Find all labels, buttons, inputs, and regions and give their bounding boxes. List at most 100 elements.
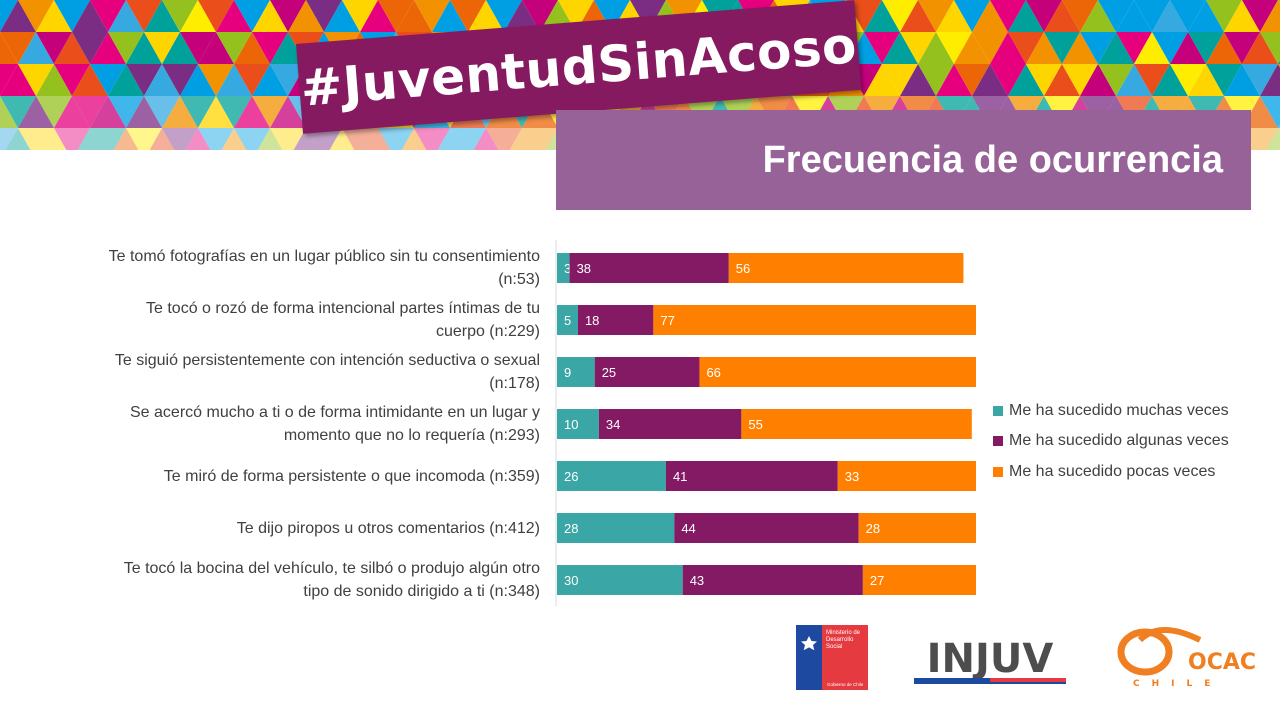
banner-triangle xyxy=(450,128,486,150)
ministerio-line-1: Ministerio de xyxy=(826,630,861,636)
ministerio-logo: Ministerio de Desarrollo Social Gobierno… xyxy=(796,625,868,690)
bar-segment xyxy=(653,305,976,335)
banner-triangle xyxy=(18,64,54,96)
banner-triangle xyxy=(1170,0,1206,32)
banner-triangle xyxy=(144,32,180,64)
banner-triangle xyxy=(0,0,36,32)
banner-triangle xyxy=(270,96,306,128)
banner-triangle xyxy=(1260,0,1280,32)
banner-triangle xyxy=(990,32,1026,64)
banner-triangle xyxy=(306,128,342,150)
data-label: 28 xyxy=(866,521,880,536)
legend-item: Me ha sucedido pocas veces xyxy=(993,462,1215,482)
banner-triangle xyxy=(468,0,504,32)
banner-triangle xyxy=(882,32,918,64)
banner-triangle xyxy=(185,128,211,150)
bar-segment xyxy=(569,253,729,283)
banner-triangle xyxy=(1152,64,1188,96)
banner-triangle xyxy=(918,32,954,64)
banner-triangle xyxy=(342,0,378,32)
banner-triangle xyxy=(234,32,270,64)
legend-swatch xyxy=(993,467,1003,477)
banner-triangle xyxy=(360,0,396,32)
banner-triangle xyxy=(342,128,378,150)
banner-triangle xyxy=(126,0,162,32)
bar-segment xyxy=(674,513,859,543)
banner-triangle xyxy=(1026,0,1062,32)
ministerio-line-3: Social xyxy=(826,644,842,650)
banner-triangle xyxy=(41,128,67,150)
banner-triangle xyxy=(270,128,306,150)
category-label: Te tocó o rozó de forma intencional part… xyxy=(146,300,540,340)
banner-triangle xyxy=(1134,0,1170,32)
banner-triangle xyxy=(270,64,306,96)
banner-triangle xyxy=(216,0,252,32)
legend-swatch xyxy=(993,406,1003,416)
banner-triangle xyxy=(594,0,630,32)
banner-triangle xyxy=(473,128,499,150)
banner-triangle xyxy=(936,32,972,64)
banner-triangle xyxy=(126,32,162,64)
banner-triangle xyxy=(162,128,198,150)
banner-triangle xyxy=(1134,32,1170,64)
bar-segment xyxy=(557,305,578,335)
banner-triangle xyxy=(1242,0,1278,32)
banner-triangle xyxy=(288,0,324,32)
banner-triangle xyxy=(365,128,391,150)
bar-segment xyxy=(598,409,742,439)
data-label: 44 xyxy=(681,521,695,536)
bar-segment xyxy=(862,565,976,595)
banner-triangle xyxy=(198,64,234,96)
banner-triangle xyxy=(162,96,198,128)
banner-triangle xyxy=(486,128,522,150)
category-label: Te siguió persistentemente con intención… xyxy=(114,352,540,392)
banner-triangle xyxy=(198,32,234,64)
injuv-logo: INJUV xyxy=(914,636,1066,684)
banner-triangle xyxy=(234,96,270,128)
banner-triangle xyxy=(234,64,270,96)
banner-triangle xyxy=(1152,32,1188,64)
banner-triangle xyxy=(1026,64,1062,96)
banner-triangle xyxy=(216,96,252,128)
banner-triangle xyxy=(432,0,468,32)
banner-triangle xyxy=(293,128,319,150)
banner-triangle xyxy=(954,32,990,64)
data-label: 25 xyxy=(602,365,616,380)
bar-segment xyxy=(577,305,654,335)
category-label: Se acercó mucho a ti o de forma intimida… xyxy=(130,404,540,444)
banner-triangle xyxy=(990,0,1026,32)
banner-triangle xyxy=(144,64,180,96)
banner-triangle xyxy=(270,0,306,32)
banner-triangle xyxy=(1188,32,1224,64)
banner-triangle xyxy=(162,0,198,32)
banner-triangle xyxy=(54,64,90,96)
banner-triangle xyxy=(126,128,162,150)
banner-triangle xyxy=(1260,96,1280,128)
banner-triangle xyxy=(954,0,990,32)
banner-triangle xyxy=(324,0,360,32)
page-subtitle: Frecuencia de ocurrencia xyxy=(762,139,1223,181)
banner-triangle xyxy=(378,0,414,32)
data-label: 34 xyxy=(606,417,620,432)
banner-triangle xyxy=(1170,32,1206,64)
banner-triangle xyxy=(1044,0,1080,32)
legend-label: Me ha sucedido algunas veces xyxy=(1009,432,1229,449)
bar-segment xyxy=(557,565,683,595)
stacked-bar-chart: 3 38 56 5 18 77 9 25 66 10 34 55 26 41 33 28 44 28 30 43 27 xyxy=(555,240,976,606)
banner-triangle xyxy=(1242,32,1278,64)
banner-triangle xyxy=(396,0,432,32)
banner-triangle xyxy=(504,0,540,32)
banner-triangle xyxy=(450,0,486,32)
banner-triangle xyxy=(846,0,882,32)
banner-triangle xyxy=(216,64,252,96)
star-icon xyxy=(801,636,817,651)
banner-triangle xyxy=(18,128,54,150)
banner-triangle xyxy=(401,128,427,150)
banner-triangle xyxy=(77,128,103,150)
legend-swatch xyxy=(993,436,1003,446)
bar-segment xyxy=(594,357,700,387)
banner-triangle xyxy=(1098,64,1134,96)
banner-triangle xyxy=(126,96,162,128)
bar-segment xyxy=(728,253,964,283)
banner-triangle xyxy=(149,128,175,150)
